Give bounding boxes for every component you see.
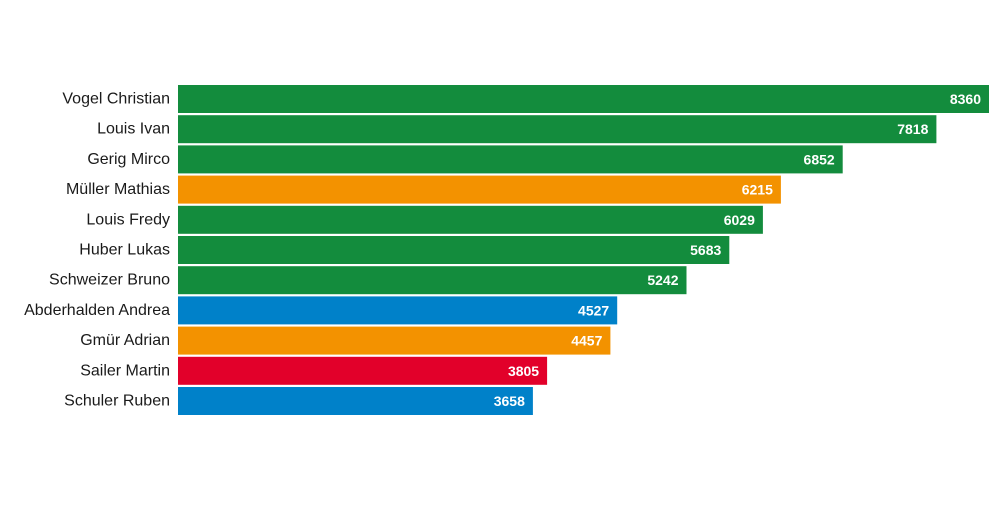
value-label: 3805: [508, 363, 539, 379]
value-label: 8360: [950, 91, 981, 107]
category-label: Schweizer Bruno: [49, 272, 170, 289]
bar: [178, 145, 843, 174]
category-label: Louis Fredy: [86, 211, 170, 228]
value-label: 5683: [690, 242, 721, 258]
value-label: 4457: [571, 333, 602, 349]
value-label: 4527: [578, 302, 609, 318]
category-label: Müller Mathias: [66, 181, 170, 198]
category-label: Abderhalden Andrea: [24, 302, 170, 319]
value-label: 7818: [897, 121, 928, 137]
category-label: Gmür Adrian: [80, 332, 170, 349]
bar: [178, 296, 618, 325]
category-label: Louis Ivan: [97, 121, 170, 138]
category-label: Schuler Ruben: [64, 393, 170, 410]
value-label: 6852: [804, 151, 835, 167]
bar: [178, 266, 687, 295]
category-label: Vogel Christian: [62, 91, 170, 108]
value-label: 3658: [494, 393, 525, 409]
bar: [178, 356, 548, 385]
bars-layer: [178, 85, 989, 415]
bar: [178, 205, 763, 234]
value-label: 5242: [647, 272, 678, 288]
bar: [178, 236, 730, 264]
value-label: 6029: [724, 212, 755, 228]
bar: [178, 175, 781, 204]
category-label: Huber Lukas: [79, 242, 170, 259]
bar: [178, 85, 989, 113]
bar: [178, 115, 937, 144]
bar: [178, 326, 611, 355]
category-labels: Vogel Christian Louis Ivan Gerig Mirco Müll…: [24, 91, 170, 410]
bar: [178, 387, 533, 415]
category-label: Gerig Mirco: [87, 151, 170, 168]
value-label: 6215: [742, 182, 773, 198]
category-label: Sailer Martin: [80, 362, 170, 379]
